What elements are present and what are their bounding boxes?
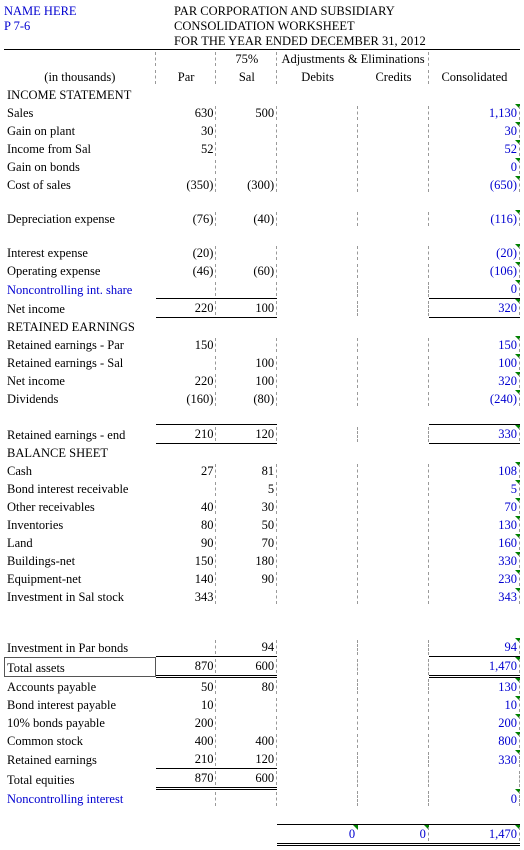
row-retained-earnings-3: Retained earnings 210 120 330: [4, 750, 520, 769]
header: NAME HERE P 7-6 PAR CORPORATION AND SUBS…: [4, 4, 520, 49]
row-other-receivables: Other receivables 40 30 70: [4, 498, 520, 516]
row-sales: Sales 630 500 1,130: [4, 104, 520, 122]
pct-header: 75%: [216, 50, 277, 69]
col-par: Par: [156, 68, 217, 86]
row-inv-par-bonds: Investment in Par bonds 94 94: [4, 638, 520, 657]
row-re-par: Retained earnings - Par 150 150: [4, 336, 520, 354]
row-gain-bonds: Gain on bonds 0: [4, 158, 520, 176]
row-buildings: Buildings-net 150 180 330: [4, 552, 520, 570]
row-total-equities: Total equities 870 600: [4, 769, 520, 789]
row-common-stock: Common stock 400 400 800: [4, 732, 520, 750]
row-interest-expense: Interest expense (20) (20): [4, 244, 520, 262]
row-dividends: Dividends (160) (80) (240): [4, 390, 520, 408]
col-sal: Sal: [216, 68, 277, 86]
row-equipment: Equipment-net 140 90 230: [4, 570, 520, 588]
row-land: Land 90 70 160: [4, 534, 520, 552]
title-line-2: CONSOLIDATION WORKSHEET: [174, 19, 520, 34]
row-inv-sal: Investment in Sal stock 343 343: [4, 588, 520, 606]
row-bonds-payable: 10% bonds payable 200 200: [4, 714, 520, 732]
col-consolidated: Consolidated: [429, 68, 520, 86]
name-here: NAME HERE: [4, 4, 174, 19]
section-retained: RETAINED EARNINGS: [4, 318, 520, 337]
row-cash: Cash 27 81 108: [4, 462, 520, 480]
adj-header: Adjustments & Eliminations: [277, 50, 429, 69]
title-line-3: FOR THE YEAR ENDED DECEMBER 31, 2012: [174, 34, 520, 49]
section-income: INCOME STATEMENT: [4, 86, 520, 104]
row-gain-plant: Gain on plant 30 30: [4, 122, 520, 140]
worksheet-table: 75% Adjustments & Eliminations (in thous…: [4, 49, 520, 846]
row-bond-int-payable: Bond interest payable 10 10: [4, 696, 520, 714]
row-footer-totals: 0 0 1,470: [4, 825, 520, 845]
row-noncontrolling-interest: Noncontrolling interest 0: [4, 789, 520, 809]
row-operating-expense: Operating expense (46) (60) (106): [4, 262, 520, 280]
header-row-1: 75% Adjustments & Eliminations: [4, 50, 520, 69]
row-cost-of-sales: Cost of sales (350) (300) (650): [4, 176, 520, 194]
row-re-end: Retained earnings - end 210 120 330: [4, 425, 520, 444]
row-accounts-payable: Accounts payable 50 80 130: [4, 677, 520, 697]
row-inventories: Inventories 80 50 130: [4, 516, 520, 534]
row-bond-int-rec: Bond interest receivable 5 5: [4, 480, 520, 498]
problem-number: P 7-6: [4, 19, 174, 34]
row-net-income-2: Net income 220 100 320: [4, 372, 520, 390]
row-nci-share: Noncontrolling int. share 0: [4, 280, 520, 299]
row-income-from-sal: Income from Sal 52 52: [4, 140, 520, 158]
col-credits: Credits: [358, 68, 429, 86]
header-row-2: (in thousands) Par Sal Debits Credits Co…: [4, 68, 520, 86]
section-balance: BALANCE SHEET: [4, 444, 520, 463]
col-debits: Debits: [277, 68, 358, 86]
row-total-assets: Total assets 870 600 1,470: [4, 657, 520, 677]
row-depreciation: Depreciation expense (76) (40) (116): [4, 210, 520, 228]
row-re-sal: Retained earnings - Sal 100 100: [4, 354, 520, 372]
in-thousands: (in thousands): [4, 68, 156, 86]
row-net-income: Net income 220 100 320: [4, 299, 520, 318]
title-line-1: PAR CORPORATION AND SUBSIDIARY: [174, 4, 520, 19]
